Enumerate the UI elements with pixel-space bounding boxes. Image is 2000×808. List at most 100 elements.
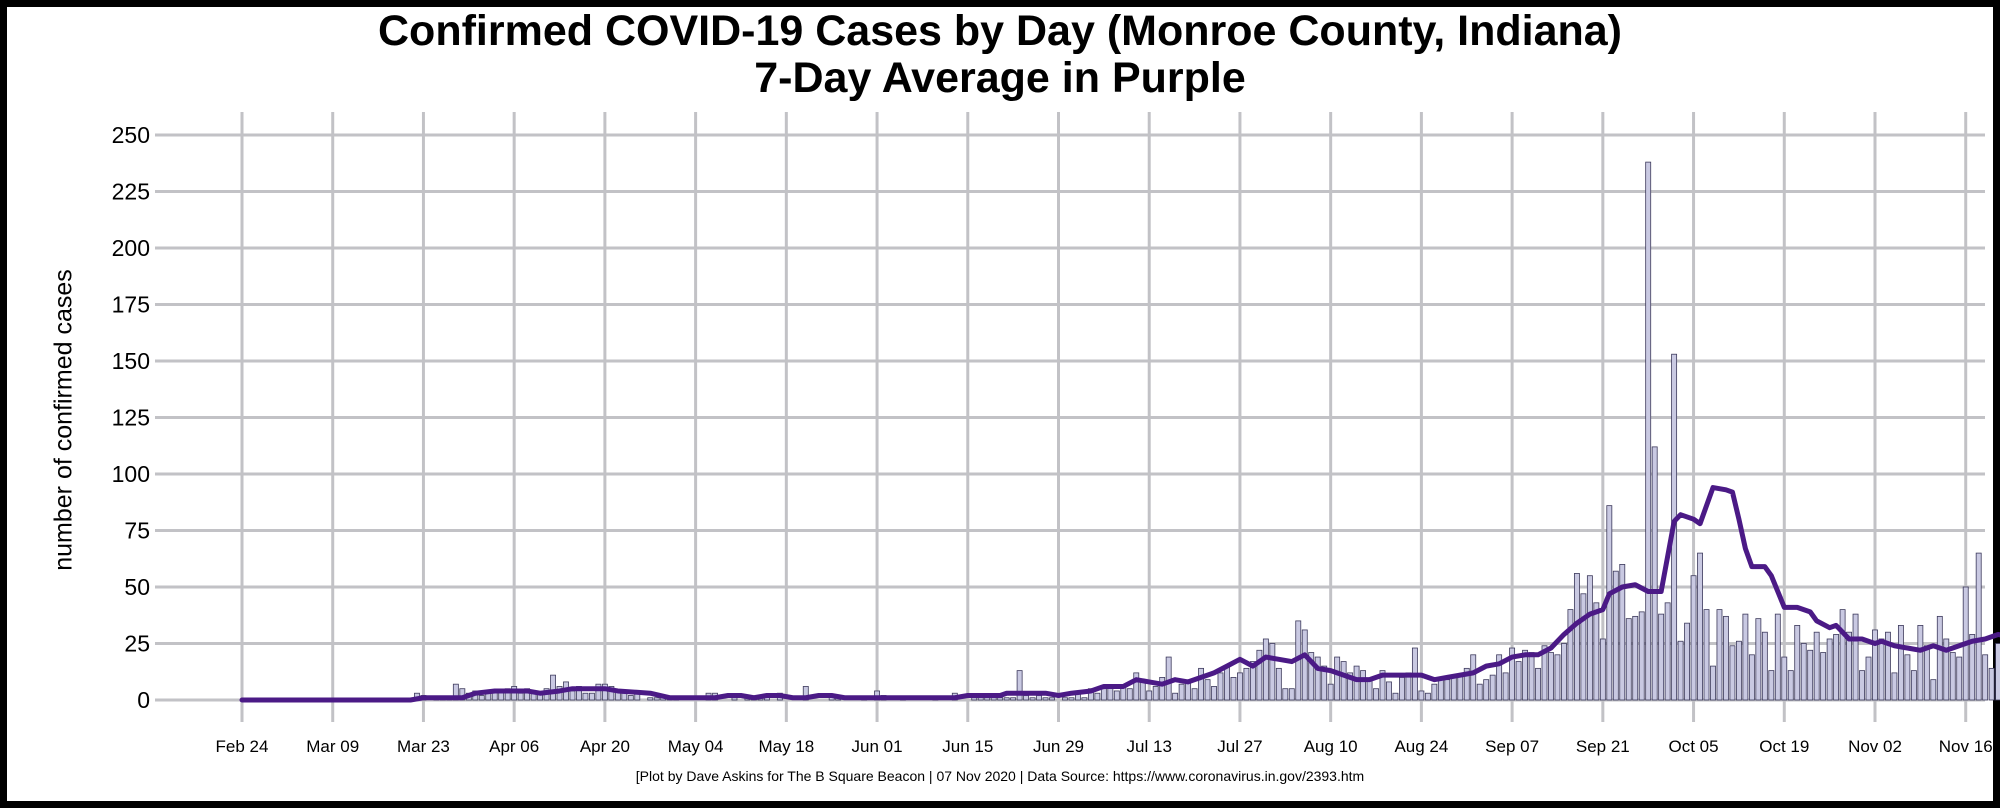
- bar: [621, 692, 628, 701]
- avg-line: [239, 485, 2000, 703]
- bar: [1548, 652, 1554, 701]
- bar: [1133, 672, 1140, 701]
- y-tick-label: 100: [112, 461, 150, 487]
- bar: [1859, 670, 1865, 701]
- bar: [1049, 697, 1055, 701]
- bar: [1327, 683, 1334, 701]
- bar: [1872, 629, 1878, 701]
- bar: [1489, 674, 1496, 701]
- chart-title: Confirmed COVID-19 Cases by Day (Monroe …: [0, 8, 2000, 102]
- bar: [1697, 552, 1703, 701]
- bar: [1386, 681, 1392, 701]
- bar: [653, 697, 660, 701]
- bar: [1003, 697, 1010, 701]
- x-tick-label: Sep 07: [1485, 737, 1539, 756]
- bar: [1664, 602, 1671, 701]
- bar: [1347, 672, 1354, 701]
- bar: [1029, 697, 1036, 701]
- bar: [1113, 690, 1120, 701]
- bar: [1152, 686, 1159, 701]
- bar: [1126, 688, 1133, 701]
- bar: [1975, 552, 1982, 701]
- bar: [1496, 654, 1503, 701]
- bar: [1658, 613, 1665, 701]
- bar: [601, 683, 608, 701]
- bar: [1528, 652, 1535, 701]
- bar: [1936, 615, 1943, 701]
- x-tick-label: Aug 24: [1394, 737, 1448, 756]
- bar: [1910, 670, 1917, 701]
- x-tick-label: May 04: [668, 737, 724, 756]
- bar: [1256, 649, 1263, 701]
- bar: [1334, 656, 1341, 701]
- bar: [647, 697, 654, 701]
- bar: [1476, 683, 1483, 701]
- bar: [1360, 670, 1366, 701]
- bar: [1593, 602, 1600, 701]
- bar: [1988, 667, 1995, 701]
- bar: [1165, 656, 1172, 701]
- bar: [1023, 695, 1030, 701]
- bar: [1340, 661, 1347, 701]
- bar: [1308, 652, 1315, 701]
- bar: [1982, 654, 1989, 701]
- bar: [1742, 613, 1749, 701]
- bar: [1100, 688, 1107, 701]
- y-tick-label: 0: [137, 687, 150, 713]
- bar: [1813, 631, 1820, 701]
- bar: [595, 683, 602, 701]
- bar: [1191, 688, 1198, 701]
- bar: [1301, 629, 1308, 701]
- x-tick-label: Aug 10: [1304, 737, 1358, 756]
- x-tick-label: Mar 23: [397, 737, 450, 756]
- bar: [1178, 683, 1185, 701]
- bar: [1444, 679, 1451, 701]
- bar: [1068, 697, 1075, 701]
- bar: [1638, 611, 1645, 701]
- bar: [1956, 656, 1963, 701]
- bar: [1392, 692, 1399, 701]
- bar: [1826, 638, 1833, 701]
- bar: [1723, 615, 1729, 701]
- bar: [1949, 652, 1956, 701]
- bar: [1204, 679, 1211, 701]
- bar: [478, 695, 485, 701]
- bar: [1198, 667, 1204, 701]
- y-tick-label: 75: [124, 518, 150, 544]
- bar: [1794, 625, 1801, 701]
- bar: [608, 686, 615, 701]
- x-tick-label: Apr 06: [489, 737, 539, 756]
- bar: [550, 674, 556, 701]
- bar: [1509, 647, 1516, 701]
- x-tick-label: Jun 15: [942, 737, 993, 756]
- x-tick-label: Jul 27: [1217, 737, 1262, 756]
- bar: [1833, 634, 1840, 701]
- bar: [1470, 654, 1477, 701]
- bar: [1651, 446, 1658, 701]
- x-tick-label: Apr 20: [580, 737, 630, 756]
- bar: [1735, 640, 1742, 701]
- x-tick-label: May 18: [758, 737, 814, 756]
- chart-title-line-2: 7-Day Average in Purple: [754, 54, 1246, 102]
- bar: [1774, 613, 1781, 701]
- x-tick-label: Jul 13: [1127, 737, 1172, 756]
- bar: [1846, 631, 1853, 701]
- bar: [1230, 677, 1237, 701]
- bar: [1282, 688, 1289, 701]
- bar: [1010, 697, 1017, 701]
- bar: [1878, 638, 1885, 701]
- bar: [997, 697, 1004, 701]
- bar: [1567, 609, 1574, 701]
- bar: [1373, 688, 1379, 701]
- bar: [1943, 638, 1950, 701]
- bar: [1820, 652, 1827, 701]
- x-tick-label: Nov 16: [1939, 737, 1993, 756]
- y-tick-label: 50: [124, 574, 150, 600]
- bar: [1729, 645, 1736, 701]
- bar: [1619, 564, 1626, 701]
- y-tick-label: 250: [112, 122, 150, 148]
- bar: [569, 690, 576, 701]
- bar: [1457, 674, 1464, 701]
- y-tick-label: 225: [112, 179, 150, 205]
- x-tick-label: Jun 01: [852, 737, 903, 756]
